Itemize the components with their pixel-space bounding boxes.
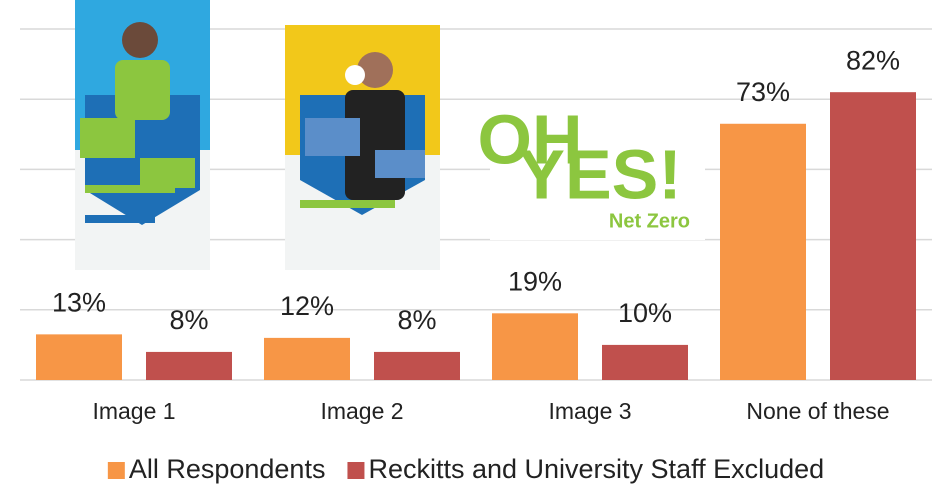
bar xyxy=(602,344,688,380)
data-label: 10% xyxy=(618,298,672,328)
x-tick-label: Image 1 xyxy=(92,398,175,424)
data-label: 19% xyxy=(508,266,562,296)
data-label: 73% xyxy=(736,77,790,107)
legend-label: Reckitts and University Staff Excluded xyxy=(368,454,824,484)
poster-1-text xyxy=(85,185,175,193)
legend-swatch xyxy=(107,462,125,479)
bar xyxy=(830,92,916,381)
poster-2-logo xyxy=(375,150,425,178)
bar xyxy=(374,351,460,380)
poster-1-logo xyxy=(140,158,195,188)
poster-1-text xyxy=(85,215,155,223)
logo-box xyxy=(490,100,705,240)
x-tick-label: None of these xyxy=(746,398,889,424)
poster-1-bubble xyxy=(80,118,135,158)
poster-1-person xyxy=(115,60,170,120)
logo-text: YES! xyxy=(518,135,681,213)
legend: All Respondents Reckitts and University S… xyxy=(107,454,824,484)
x-tick-label: Image 2 xyxy=(320,398,403,424)
data-label: 12% xyxy=(280,291,334,321)
poster-1-person xyxy=(122,22,158,58)
bar xyxy=(720,123,806,381)
bar xyxy=(492,313,578,380)
poster-2-text xyxy=(300,200,395,208)
data-label: 8% xyxy=(397,305,436,335)
poster-2-disc xyxy=(345,65,365,85)
data-label: 82% xyxy=(846,45,900,75)
data-label: 8% xyxy=(169,305,208,335)
bar xyxy=(264,337,350,380)
bar xyxy=(36,334,122,380)
x-tick-label: Image 3 xyxy=(548,398,631,424)
bar xyxy=(146,351,232,380)
logo-text: OH xyxy=(478,100,583,178)
poster-2-bubble xyxy=(305,118,360,156)
logo-text: Net Zero xyxy=(609,210,690,232)
poster-2-person xyxy=(357,52,393,88)
legend-swatch xyxy=(347,462,365,479)
poster-images xyxy=(75,0,705,270)
legend-label: All Respondents xyxy=(129,454,326,484)
data-label: 13% xyxy=(52,287,106,317)
